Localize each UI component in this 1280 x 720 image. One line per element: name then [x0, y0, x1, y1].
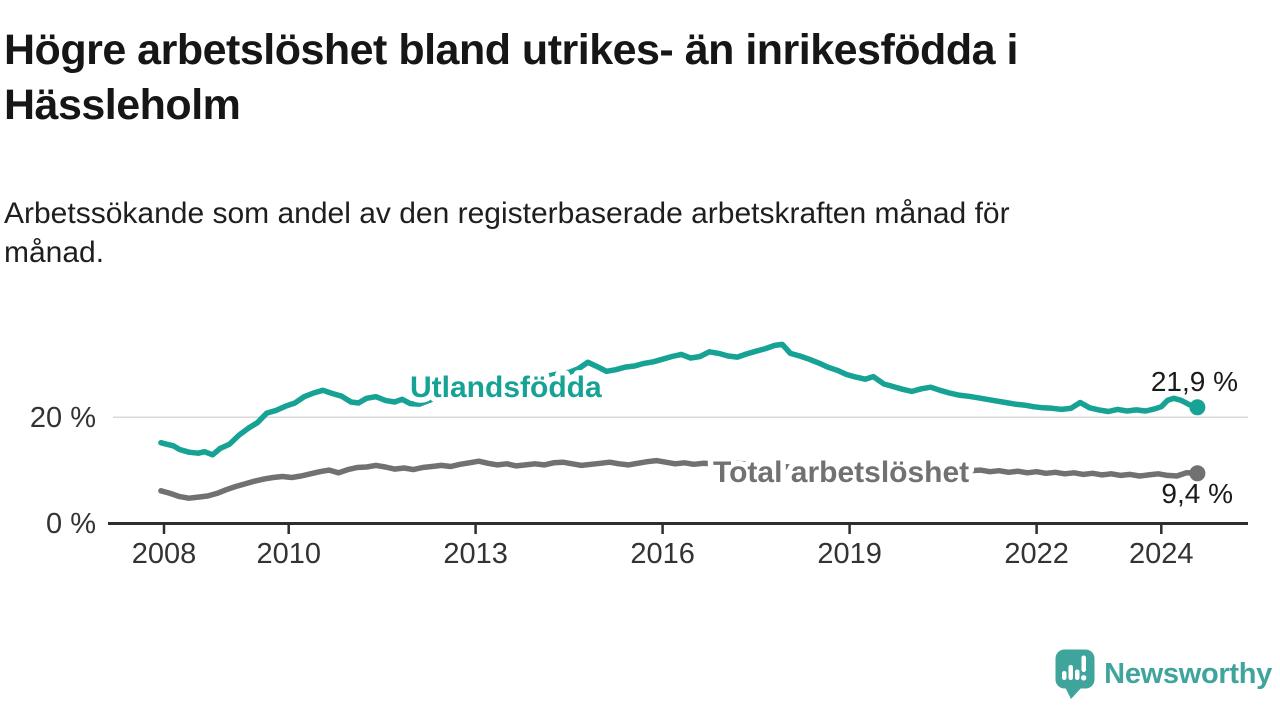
- line-total-arbetsloshet: [158, 457, 1201, 501]
- x-tick-label-2010: 2010: [256, 538, 321, 570]
- x-tick-label-2024: 2024: [1129, 538, 1194, 570]
- series-label-utlandsfodda: Utlandsfödda: [410, 371, 602, 404]
- end-value-label-total-arbetsloshet: 9,4 %: [1161, 478, 1233, 509]
- end-value-label-utlandsfodda: 21,9 %: [1151, 366, 1238, 397]
- newsworthy-logo-text: Newsworthy: [1104, 657, 1272, 690]
- line-utlandsfodda: [158, 341, 1201, 458]
- page-title: Högre arbetslöshet bland utrikes- än inr…: [4, 23, 1254, 133]
- page-title-line-2: Hässleholm: [4, 81, 241, 129]
- chart-subtitle: Arbetssökande som andel av den registerb…: [4, 194, 1224, 272]
- x-tick-label-2013: 2013: [443, 538, 508, 570]
- page-title-line-1: Högre arbetslöshet bland utrikes- än inr…: [4, 26, 1018, 74]
- x-tick-label-2022: 2022: [1004, 538, 1069, 570]
- x-axis-ticks: 2008 2010 2013 2016 2019 2022 2024: [132, 525, 1194, 570]
- x-tick-label-2008: 2008: [132, 538, 197, 570]
- x-tick-label-2016: 2016: [630, 538, 695, 570]
- x-tick-label-2019: 2019: [817, 538, 882, 570]
- newsworthy-logo-icon: [1055, 649, 1095, 699]
- chart-subtitle-line-2: månad.: [4, 236, 105, 269]
- newsworthy-logo: Newsworthy: [1055, 648, 1272, 700]
- chart-subtitle-line-1: Arbetssökande som andel av den registerb…: [4, 197, 1010, 230]
- series-label-total-arbetsloshet: Total arbetslöshet: [713, 456, 969, 489]
- y-axis-label-20: 20 %: [30, 402, 96, 434]
- end-dot-total-arbetsloshet: [1189, 465, 1206, 482]
- y-axis-label-0: 0 %: [46, 508, 96, 540]
- end-dot-utlandsfodda: [1189, 399, 1206, 416]
